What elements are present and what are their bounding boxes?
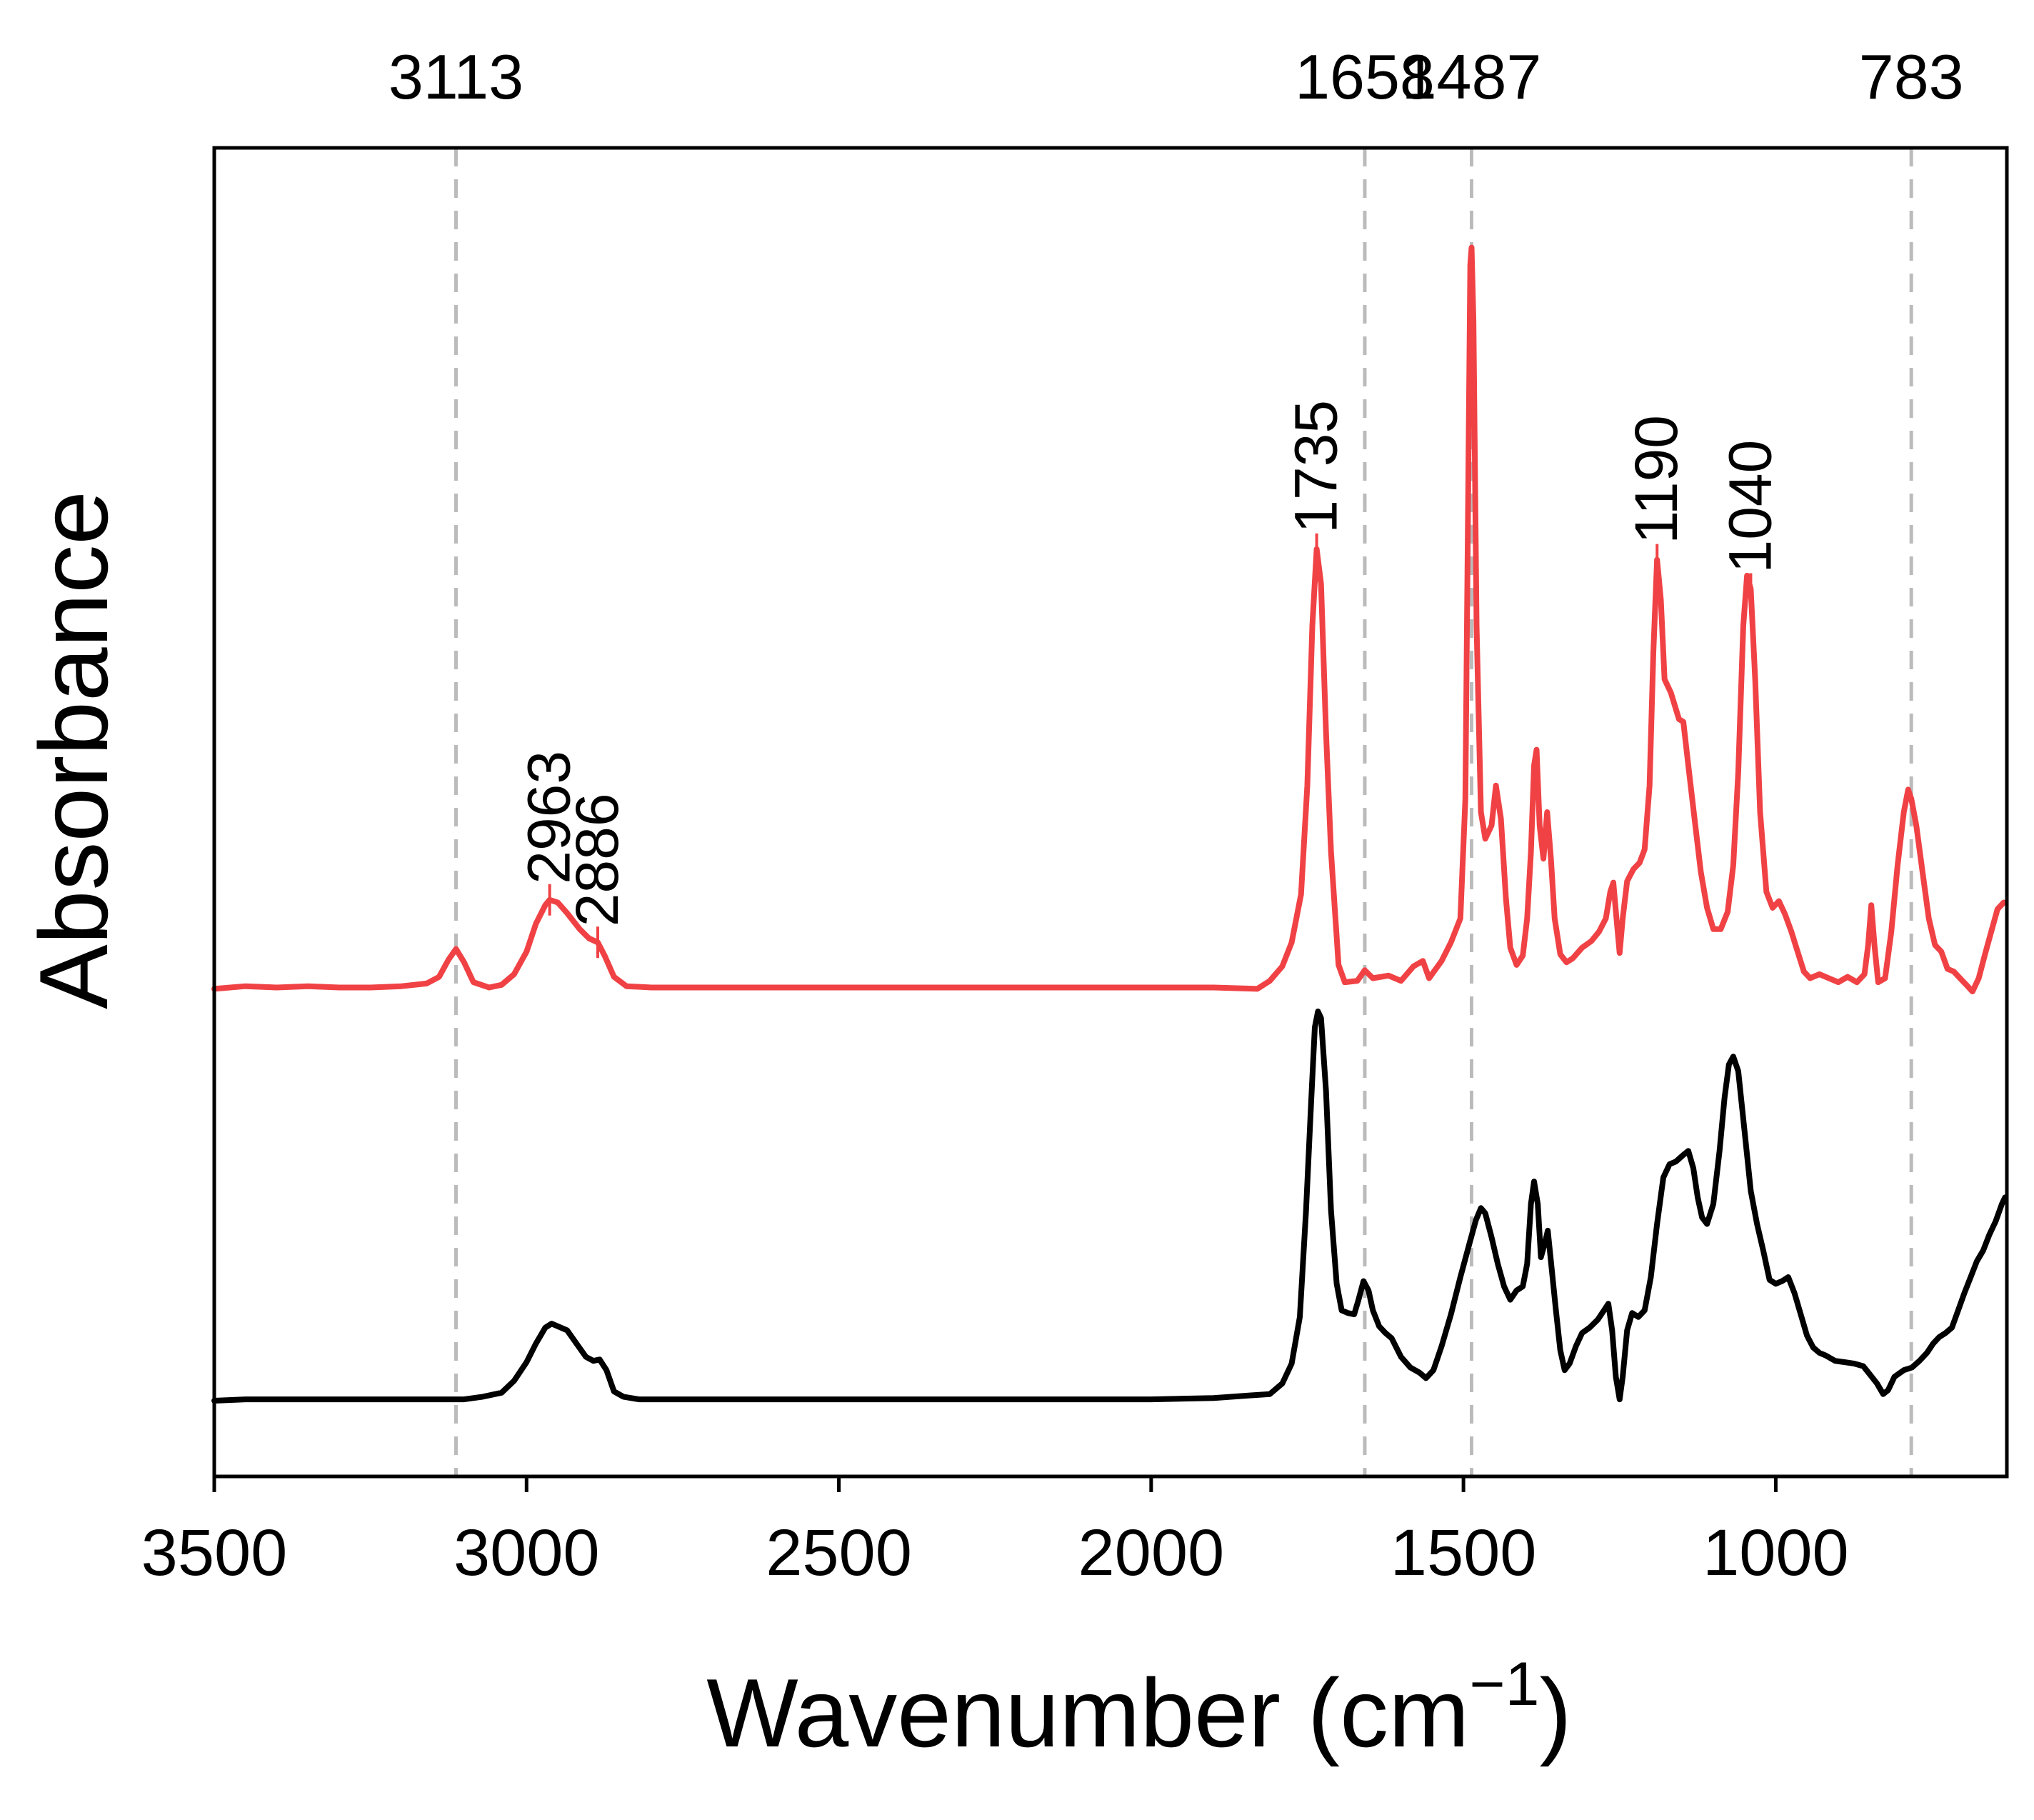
peak-label-2963: 2963 — [516, 751, 583, 884]
peak-label-2886: 2886 — [563, 793, 631, 926]
reference-line-label-1487: 1487 — [1402, 41, 1542, 112]
series-layer — [211, 244, 2008, 1404]
x-axis-title-exponent: −1 — [1469, 1650, 1539, 1719]
x-axis-title: Wavenumber (cm−1) — [706, 1650, 1571, 1767]
reference-line-label-1658: 1658 — [1295, 41, 1435, 112]
y-axis-title: Absorbance — [19, 491, 128, 1009]
plot-frame — [212, 146, 2009, 1479]
x-tick-label-3000: 3000 — [454, 1516, 600, 1589]
series-line-red — [211, 244, 2007, 995]
peak-label-1735: 1735 — [1283, 400, 1350, 534]
peak-label-1190: 1190 — [1623, 415, 1690, 544]
reference-line-label-783: 783 — [1859, 41, 1964, 112]
peak-label-1040: 1040 — [1716, 440, 1783, 574]
reference-line-label-3113: 3113 — [389, 41, 523, 112]
x-tick-label-2500: 2500 — [766, 1516, 912, 1589]
x-axis-title-close: ) — [1539, 1659, 1571, 1767]
series-line-black — [211, 1009, 2008, 1404]
x-axis: 3500 3000 2500 2000 1500 1000 — [141, 1476, 1849, 1589]
x-tick-label-2000: 2000 — [1078, 1516, 1225, 1589]
x-axis-title-main: Wavenumber (cm — [706, 1659, 1469, 1767]
x-tick-label-1000: 1000 — [1703, 1516, 1849, 1589]
x-tick-label-3500: 3500 — [141, 1516, 288, 1589]
x-tick-label-1500: 1500 — [1391, 1516, 1537, 1589]
